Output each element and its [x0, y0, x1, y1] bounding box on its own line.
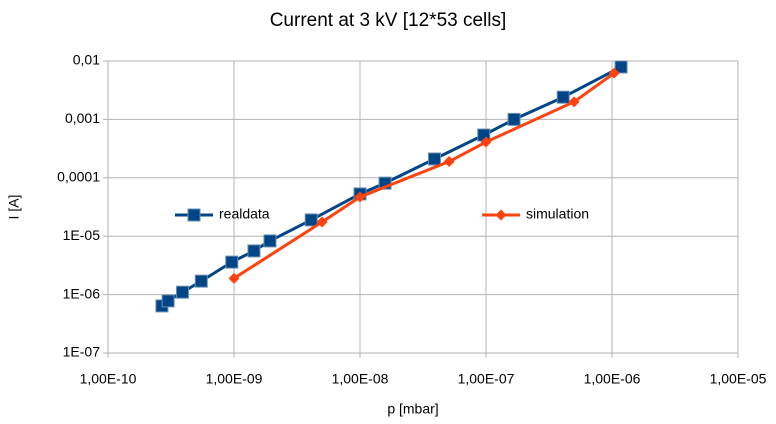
marker [263, 234, 277, 248]
y-tick-label: 0,001 [65, 110, 100, 126]
chart-title: Current at 3 kV [12*53 cells] [270, 10, 507, 31]
marker [427, 152, 441, 166]
marker [443, 156, 455, 168]
x-axis-label: p [mbar] [387, 401, 438, 417]
legend-marker [495, 209, 507, 221]
x-tick-label: 1,00E-05 [710, 371, 767, 387]
legend-label: realdata [219, 206, 270, 222]
marker [225, 255, 239, 269]
marker [354, 191, 366, 203]
legend-label: simulation [526, 206, 589, 222]
legend-marker [187, 208, 201, 222]
y-tick-label: 1E-07 [63, 344, 101, 360]
marker [507, 112, 521, 126]
y-tick-label: 0,0001 [57, 169, 100, 185]
marker [194, 274, 208, 288]
y-tick-label: 0,01 [73, 52, 100, 68]
y-axis-label: I [A] [6, 195, 22, 220]
marker [316, 216, 328, 228]
x-tick-label: 1,00E-06 [584, 371, 641, 387]
marker [175, 285, 189, 299]
marker [556, 90, 570, 104]
marker [608, 67, 620, 79]
marker [247, 244, 261, 258]
marker [161, 294, 175, 308]
marker [614, 60, 628, 74]
y-tick-label: 1E-06 [63, 285, 101, 301]
x-tick-label: 1,00E-09 [206, 371, 263, 387]
x-tick-label: 1,00E-08 [332, 371, 389, 387]
x-tick-label: 1,00E-10 [80, 371, 137, 387]
y-tick-label: 1E-05 [63, 227, 101, 243]
x-tick-label: 1,00E-07 [458, 371, 515, 387]
series-line [233, 71, 616, 280]
marker [480, 136, 492, 148]
marker [228, 272, 240, 284]
marker [568, 96, 580, 108]
marker [304, 213, 318, 227]
